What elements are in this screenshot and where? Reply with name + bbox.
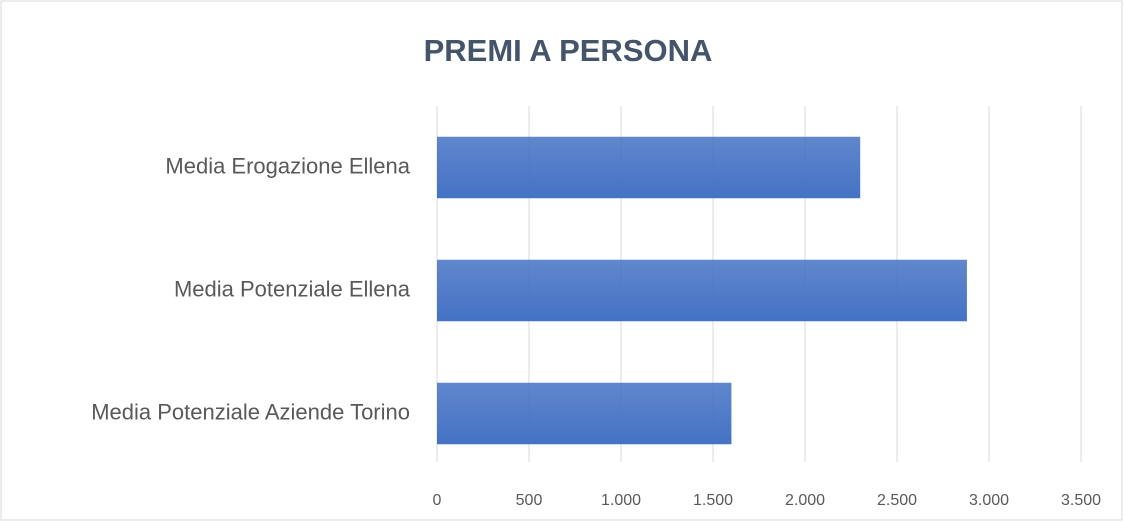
- bar: [437, 382, 732, 445]
- x-tick-label: 500: [516, 492, 543, 509]
- y-tick-label: Media Potenziale Aziende Torino: [91, 399, 410, 424]
- y-tick-label: Media Erogazione Ellena: [165, 153, 410, 178]
- x-tick-label: 3.000: [969, 492, 1009, 509]
- x-tick-label: 1.500: [693, 492, 733, 509]
- x-tick-label: 2.000: [785, 492, 825, 509]
- x-tick-label: 3.500: [1061, 492, 1101, 509]
- x-tick-label: 0: [433, 492, 442, 509]
- chart-title: PREMI A PERSONA: [424, 33, 713, 68]
- bar: [437, 136, 861, 199]
- bar: [437, 259, 967, 322]
- x-tick-label: 2.500: [877, 492, 917, 509]
- x-tick-label: 1.000: [601, 492, 641, 509]
- y-tick-label: Media Potenziale Ellena: [174, 276, 411, 301]
